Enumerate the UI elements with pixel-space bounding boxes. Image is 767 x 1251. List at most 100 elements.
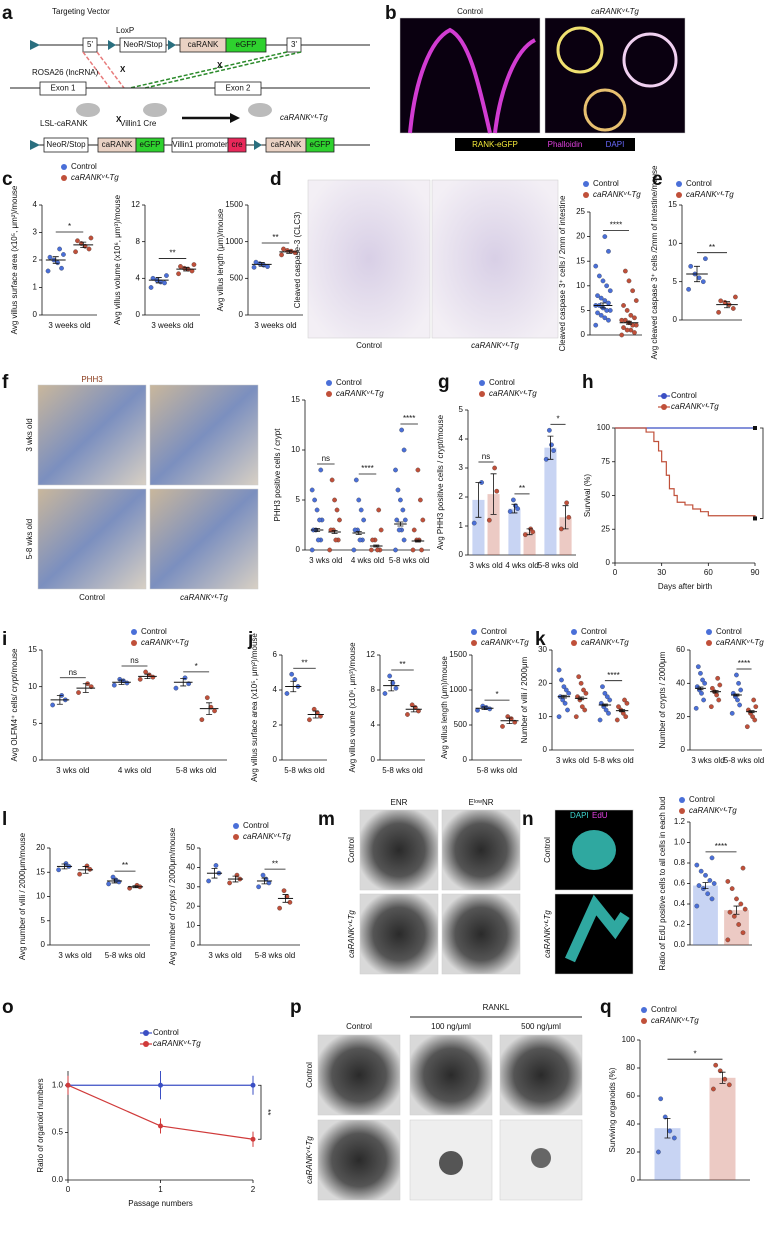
legend-marker xyxy=(571,629,577,635)
x-tick-label: 3 wks old xyxy=(469,561,502,570)
sig-label: **** xyxy=(361,464,373,473)
x-tick-label: 5-8 wks old xyxy=(255,951,295,960)
legend-marker xyxy=(131,629,137,635)
panel-label: m xyxy=(318,809,335,830)
legend-marker xyxy=(61,175,67,181)
data-point xyxy=(709,855,715,861)
data-point xyxy=(600,684,605,690)
image-p: Control 100 ng/μml 500 ng/μml RANKL Cont… xyxy=(305,1003,583,1201)
data-point xyxy=(595,310,600,316)
x-tick-label: 5-8 wks old xyxy=(724,756,764,765)
data-point xyxy=(564,500,569,506)
data-point xyxy=(598,312,604,318)
error-bar xyxy=(490,473,497,515)
data-point xyxy=(718,298,724,304)
legend-marker xyxy=(326,380,332,386)
stain-label: DAPI xyxy=(606,140,625,149)
micrograph xyxy=(317,1034,401,1116)
data-point xyxy=(602,690,608,696)
recombination-line xyxy=(82,51,111,89)
error-bar xyxy=(481,706,488,710)
data-point xyxy=(735,697,740,703)
legend-label: Control xyxy=(651,1005,677,1014)
data-point xyxy=(597,273,602,279)
col-label: caRANKᵛⁱˡ-Tg xyxy=(180,593,228,602)
legend-marker xyxy=(661,404,667,410)
box xyxy=(227,137,247,153)
box-label: caRANK xyxy=(271,140,302,149)
point xyxy=(158,1123,163,1129)
legend-label: Control xyxy=(686,179,712,188)
data-point xyxy=(602,315,608,321)
data-point xyxy=(419,547,424,553)
panel-label: b xyxy=(385,3,397,24)
error-bar xyxy=(560,694,567,699)
data-point xyxy=(578,680,584,686)
micrograph xyxy=(409,1034,493,1116)
stain-label: RANK-eGFP xyxy=(472,140,518,149)
sig-label: * xyxy=(693,1049,696,1058)
data-point xyxy=(699,690,704,696)
legend-marker xyxy=(679,797,685,803)
error-bar xyxy=(232,875,239,883)
image-n: DAPI EdU Control caRANKᵛⁱˡ-Tg xyxy=(543,809,634,975)
data-point xyxy=(717,682,723,688)
data-point xyxy=(736,922,742,927)
y-tick-label: 0.8 xyxy=(674,858,686,867)
data-point xyxy=(562,700,568,706)
y-axis-label: Avg villus volume (x10⁶, μm³)/mouse xyxy=(348,642,357,773)
error-bar xyxy=(80,241,87,249)
data-point xyxy=(281,888,287,894)
error-bar xyxy=(355,531,362,535)
data-point xyxy=(420,517,426,523)
data-point xyxy=(561,684,567,690)
data-point xyxy=(396,527,402,533)
legend-label: caRANKᵛⁱˡ-Tg xyxy=(71,173,119,182)
y-axis-label: Avg villus length (μm)/mouse xyxy=(440,656,449,759)
y-tick-label: 5 xyxy=(673,277,678,286)
data-point xyxy=(696,275,702,281)
y-axis-label: Avg villus surface area (x10⁵, μm²)/mous… xyxy=(10,185,19,334)
data-point xyxy=(162,280,167,286)
y-tick-label: 20 xyxy=(676,712,685,721)
legend-marker xyxy=(233,823,239,829)
box xyxy=(135,137,165,153)
data-point xyxy=(734,896,739,902)
error-bar xyxy=(155,277,162,284)
sig-label: * xyxy=(195,662,198,671)
data-point xyxy=(624,327,630,333)
y-tick-label: 5 xyxy=(41,916,46,925)
data-point xyxy=(361,517,366,523)
data-point xyxy=(253,259,259,265)
data-point xyxy=(725,879,731,884)
data-point xyxy=(737,702,742,708)
legend-marker xyxy=(61,164,67,170)
y-tick-label: 30 xyxy=(186,882,195,891)
error-bar xyxy=(312,710,319,719)
loxp-label: LoxP xyxy=(116,26,134,35)
bar xyxy=(523,531,536,555)
error-bar xyxy=(719,1071,726,1084)
data-point xyxy=(327,547,333,553)
data-point xyxy=(357,537,363,543)
error-bar xyxy=(211,867,218,879)
y-tick-label: 500 xyxy=(230,273,244,282)
x-tick-label: 90 xyxy=(751,568,760,577)
box-label: Exon 1 xyxy=(51,84,76,93)
data-point xyxy=(716,697,722,703)
box-label: NeoR/Stop xyxy=(123,40,163,49)
sig-label: ns xyxy=(322,454,330,463)
data-point xyxy=(368,547,374,553)
data-point xyxy=(710,685,715,691)
y-tick-label: 25 xyxy=(601,524,610,533)
y-tick-label: 75 xyxy=(601,457,610,466)
data-point xyxy=(602,234,608,239)
data-point xyxy=(688,263,694,269)
legend-marker xyxy=(143,1030,149,1036)
error-bar xyxy=(733,905,740,915)
point xyxy=(250,1082,256,1088)
legend-label: Control xyxy=(581,627,607,636)
data-point xyxy=(398,497,403,503)
legend-marker xyxy=(471,640,477,646)
